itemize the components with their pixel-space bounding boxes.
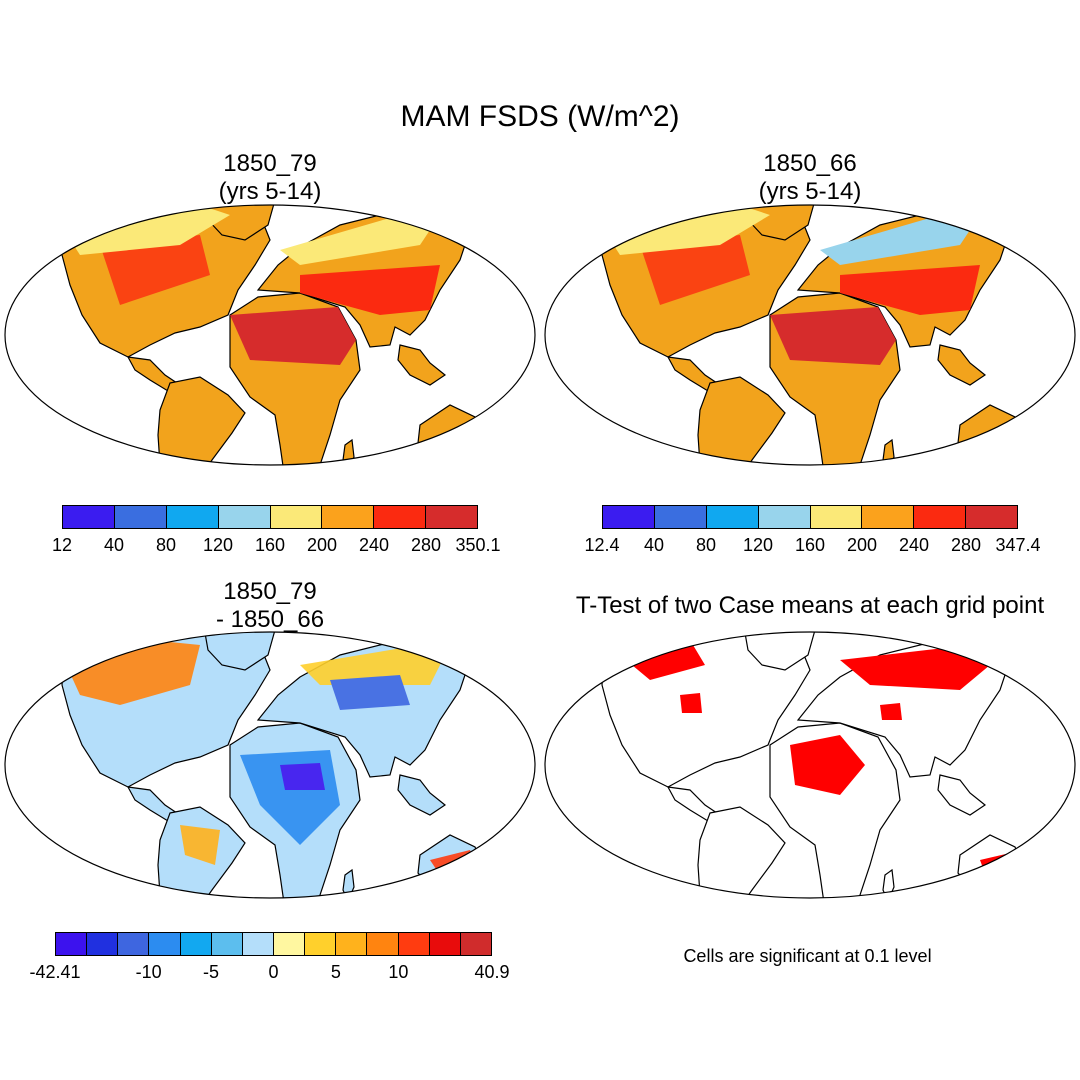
colorbar-label: 12.4 [584, 535, 620, 555]
colorbar-swatch [367, 933, 399, 955]
panel-title-line1: 1850_79 [223, 150, 317, 177]
colorbar-swatch [654, 506, 707, 528]
map-top-left [61, 205, 486, 465]
colorbar-swatch [218, 506, 271, 528]
colorbar-swatch [56, 933, 88, 955]
colorbar-label: 350.1 [455, 535, 501, 555]
colorbar-label: 347.4 [995, 535, 1041, 555]
panel-title-top-right: 1850_66 (yrs 5-14) [610, 150, 1010, 206]
main-title: MAM FSDS (W/m^2) [400, 100, 680, 133]
colorbar-label: 160 [794, 535, 826, 555]
significance-note: Cells are significant at 0.1 level [683, 946, 932, 966]
colorbar-swatch [166, 506, 219, 528]
colorbar-label: 0 [268, 962, 279, 982]
colorbar-swatch [374, 506, 427, 528]
map-bottom-left [61, 632, 486, 898]
colorbar-label: 280 [410, 535, 442, 555]
colorbar-bottom-left [55, 932, 492, 956]
map-top-right [601, 205, 1026, 465]
colorbar-swatch [180, 933, 212, 955]
colorbar-label: 120 [742, 535, 774, 555]
colorbar-swatch [149, 933, 181, 955]
colorbar-label: 5 [330, 962, 341, 982]
colorbar-label: -5 [203, 962, 220, 982]
colorbar-swatch [914, 506, 967, 528]
colorbar-label: -42.41 [29, 962, 81, 982]
map-bottom-right [601, 632, 1026, 898]
colorbar-top-right [602, 505, 1018, 529]
colorbar-swatch [426, 506, 477, 528]
colorbar-swatch [63, 506, 115, 528]
map-outline [544, 631, 1076, 899]
colorbar-swatch [810, 506, 863, 528]
colorbar-swatch [211, 933, 243, 955]
panel-title-line2: - 1850_66 [215, 606, 325, 633]
colorbar-swatch [305, 933, 337, 955]
panel-title-bottom-left: 1850_79 - 1850_66 [70, 578, 470, 634]
colorbar-label: 40.9 [474, 962, 510, 982]
colorbar-top-left [62, 505, 478, 529]
colorbar-swatch [273, 933, 306, 955]
colorbar-label: 80 [155, 535, 177, 555]
panel-title-bottom-right: T-Test of two Case means at each grid po… [550, 592, 1070, 620]
colorbar-label: 240 [358, 535, 390, 555]
colorbar-label: 40 [103, 535, 125, 555]
colorbar-label: 40 [643, 535, 665, 555]
panel-title-line1: T-Test of two Case means at each grid po… [575, 592, 1045, 619]
panel-title-top-left: 1850_79 (yrs 5-14) [70, 150, 470, 206]
map-outline [4, 204, 536, 466]
colorbar-swatch [603, 506, 655, 528]
colorbar-swatch [270, 506, 323, 528]
colorbar-label: 200 [846, 535, 878, 555]
colorbar-label: 200 [306, 535, 338, 555]
colorbar-swatch [429, 933, 461, 955]
colorbar-label: 160 [254, 535, 286, 555]
map-outline [4, 631, 536, 899]
colorbar-swatch [862, 506, 915, 528]
colorbar-swatch [87, 933, 119, 955]
colorbar-swatch [118, 933, 150, 955]
colorbar-swatch [398, 933, 430, 955]
colorbar-label: 10 [388, 962, 409, 982]
colorbar-label: 12 [51, 535, 73, 555]
panel-title-line2: (yrs 5-14) [758, 178, 862, 205]
colorbar-label: 280 [950, 535, 982, 555]
panel-title-line1: 1850_66 [763, 150, 857, 177]
colorbar-swatch [966, 506, 1017, 528]
colorbar-swatch [242, 933, 274, 955]
colorbar-swatch [114, 506, 167, 528]
colorbar-swatch [336, 933, 368, 955]
colorbar-label: -10 [135, 962, 162, 982]
colorbar-swatch [706, 506, 759, 528]
panel-title-line1: 1850_79 [223, 578, 317, 605]
colorbar-swatch [758, 506, 811, 528]
panel-title-line2: (yrs 5-14) [218, 178, 322, 205]
colorbar-swatch [460, 933, 491, 955]
colorbar-label: 80 [695, 535, 717, 555]
colorbar-label: 120 [202, 535, 234, 555]
colorbar-label: 240 [898, 535, 930, 555]
colorbar-swatch [322, 506, 375, 528]
map-outline [544, 204, 1076, 466]
